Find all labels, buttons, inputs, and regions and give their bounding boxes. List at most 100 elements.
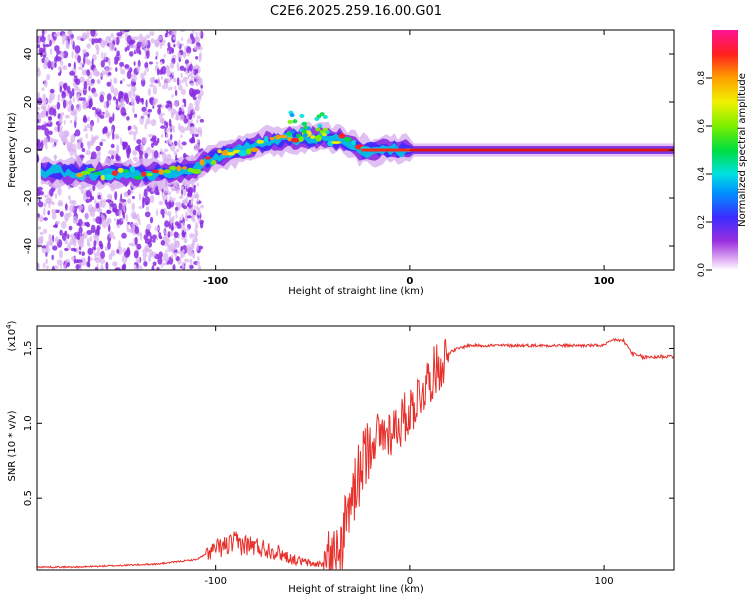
speckle bbox=[139, 265, 143, 270]
speckle bbox=[37, 140, 41, 149]
speckle bbox=[170, 229, 174, 237]
speckle bbox=[48, 116, 53, 121]
speckle bbox=[164, 220, 170, 228]
speckle bbox=[39, 35, 46, 43]
speckle bbox=[145, 206, 150, 211]
speckle bbox=[128, 130, 134, 136]
speckle bbox=[175, 202, 178, 207]
speckle bbox=[85, 190, 92, 198]
speckle bbox=[91, 87, 96, 93]
speckle bbox=[96, 247, 101, 252]
speckle bbox=[199, 30, 202, 38]
speckle bbox=[90, 224, 96, 234]
speckle bbox=[136, 65, 140, 73]
speckle bbox=[176, 189, 180, 194]
colorbar: 0.0 0.2 0.4 0.6 0.8 Normalized spectral ampl… bbox=[697, 30, 748, 277]
speckle bbox=[160, 43, 162, 50]
speckle bbox=[81, 32, 88, 40]
speckle bbox=[37, 213, 40, 218]
snr-scale-exponent: 4 bbox=[5, 324, 13, 329]
speckle bbox=[144, 244, 150, 252]
colorbar-label: Normalized spectral amplitude bbox=[737, 73, 748, 227]
speckle bbox=[175, 116, 180, 121]
speckle bbox=[106, 93, 112, 102]
speckle bbox=[99, 141, 103, 147]
speckle bbox=[173, 140, 178, 146]
speckle bbox=[174, 89, 178, 96]
speckle bbox=[43, 228, 48, 234]
speckle bbox=[106, 132, 111, 139]
speckle bbox=[76, 140, 82, 150]
speckle bbox=[69, 233, 75, 239]
speckle bbox=[37, 107, 41, 111]
speckle bbox=[86, 59, 91, 64]
speckle bbox=[49, 88, 55, 94]
speckle bbox=[102, 127, 108, 134]
speckle bbox=[97, 107, 100, 112]
speckle bbox=[118, 209, 122, 218]
ridge-blob bbox=[301, 129, 307, 134]
speckle bbox=[157, 35, 164, 41]
speckle bbox=[130, 97, 134, 105]
speckle bbox=[121, 217, 125, 222]
speckle bbox=[52, 245, 58, 251]
ridge-blob bbox=[315, 127, 321, 132]
speckle bbox=[143, 70, 147, 76]
ridge-blob bbox=[133, 175, 143, 180]
speckle bbox=[161, 104, 164, 109]
speckle bbox=[68, 30, 71, 35]
speckle bbox=[47, 104, 51, 111]
speckle bbox=[97, 151, 101, 157]
speckle bbox=[51, 208, 57, 214]
speckle bbox=[152, 261, 157, 267]
speckle bbox=[71, 143, 77, 153]
ridge-blob bbox=[280, 134, 288, 139]
speckle bbox=[57, 94, 61, 102]
speckle bbox=[58, 72, 61, 76]
speckle bbox=[143, 261, 148, 267]
speckle bbox=[84, 222, 87, 226]
speckle bbox=[186, 227, 189, 232]
speckle bbox=[63, 264, 67, 270]
speckle bbox=[51, 212, 57, 220]
speckle bbox=[69, 199, 74, 205]
speckle bbox=[168, 86, 171, 91]
speckle bbox=[95, 145, 101, 152]
speckle bbox=[125, 213, 128, 223]
speckle bbox=[45, 110, 49, 117]
speckle bbox=[61, 91, 67, 99]
speckle bbox=[195, 205, 199, 211]
speckle bbox=[106, 67, 113, 71]
speckle bbox=[188, 102, 194, 111]
speckle bbox=[54, 62, 57, 68]
ridge-blob bbox=[104, 174, 114, 181]
speckle bbox=[157, 77, 160, 84]
speckle bbox=[68, 63, 72, 67]
speckle bbox=[111, 154, 114, 160]
speckle bbox=[156, 191, 160, 196]
speckle bbox=[70, 37, 74, 46]
speckle bbox=[184, 212, 189, 222]
speckle bbox=[90, 78, 95, 84]
speckle bbox=[174, 252, 177, 257]
speckle bbox=[101, 51, 104, 60]
speckle bbox=[114, 47, 117, 52]
speckle bbox=[69, 238, 76, 246]
speckle bbox=[145, 117, 151, 125]
snr-scale-prefix: (x10 bbox=[7, 329, 18, 352]
speckle bbox=[57, 125, 60, 133]
speckle bbox=[116, 249, 120, 254]
ridge-blob bbox=[274, 134, 281, 140]
speckle bbox=[190, 82, 195, 87]
ridge-blob bbox=[323, 127, 329, 132]
speckle bbox=[82, 128, 88, 132]
snr-x-tick-label: 0 bbox=[407, 576, 413, 587]
ridge-blob bbox=[141, 171, 147, 177]
speckle bbox=[192, 209, 197, 216]
speckle bbox=[96, 225, 101, 231]
speckle bbox=[65, 40, 69, 49]
speckle bbox=[126, 223, 129, 230]
speckle bbox=[108, 231, 115, 239]
speckle bbox=[121, 232, 127, 239]
speckle bbox=[89, 236, 93, 242]
